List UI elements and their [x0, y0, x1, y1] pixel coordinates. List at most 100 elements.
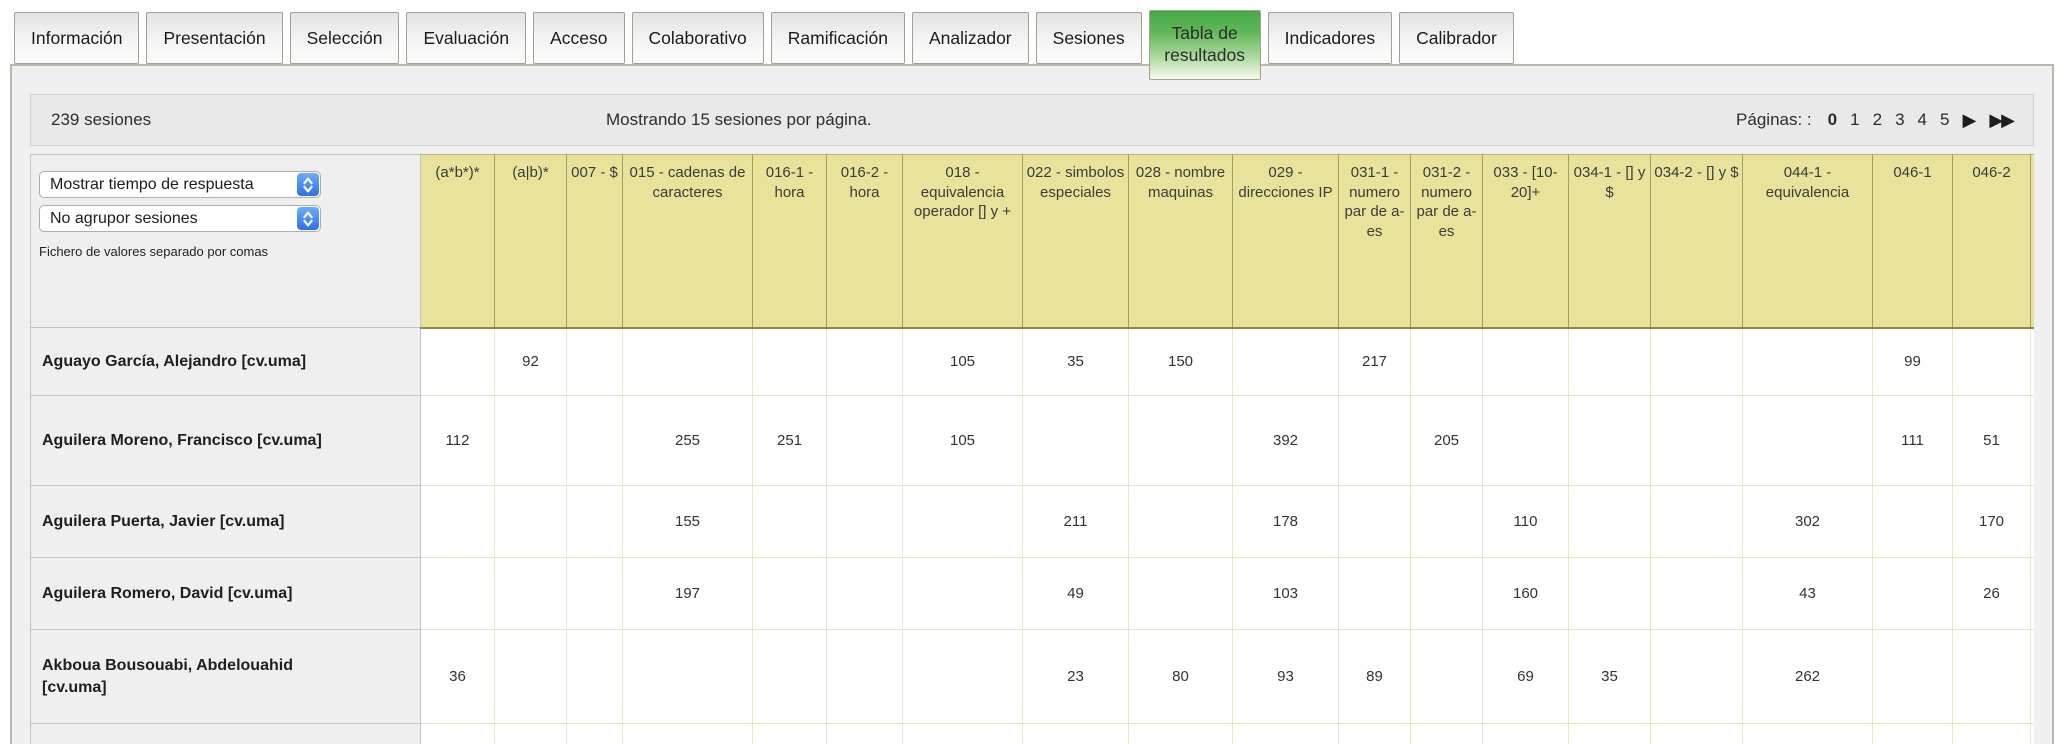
- result-cell: [494, 557, 567, 630]
- result-cell: 36: [420, 629, 495, 724]
- result-cell: [1568, 327, 1651, 396]
- tab-analizador[interactable]: Analizador: [911, 12, 1029, 64]
- result-cell: [1128, 485, 1233, 558]
- result-cell: [420, 557, 495, 630]
- tab-calibrador[interactable]: Calibrador: [1399, 12, 1514, 64]
- result-cell: [420, 327, 495, 396]
- tab-seleccion[interactable]: Selección: [289, 12, 400, 64]
- result-cell: [752, 327, 827, 396]
- page-number-3[interactable]: 3: [1895, 110, 1905, 129]
- select-chevrons-icon: [297, 207, 319, 230]
- page-number-2[interactable]: 2: [1872, 110, 1883, 129]
- table-row: Akboua Bousouabi, Abdelouahid [cv.uma] 36…: [30, 629, 2034, 724]
- result-cell: [1410, 557, 1483, 630]
- table-row: Aguilera Moreno, Francisco [cv.uma] 112 25…: [30, 395, 2034, 486]
- result-cell: [1232, 723, 1339, 744]
- result-cell: [1872, 629, 1953, 724]
- column-header-046-2: 046-2: [1952, 154, 2031, 329]
- result-cell: 69: [1482, 629, 1569, 724]
- result-cell: [1742, 327, 1873, 396]
- tab-presentacion[interactable]: Presentación: [146, 12, 283, 64]
- table-row: Aguayo García, Alejandro [cv.uma] 92 105 35…: [30, 327, 2034, 396]
- result-cell: 99: [1872, 327, 1953, 396]
- result-cell: [2030, 557, 2034, 630]
- result-cell: 211: [1022, 485, 1129, 558]
- last-page-icon[interactable]: ▶▶: [1989, 109, 2015, 130]
- result-cell: [1128, 557, 1233, 630]
- column-header-033-10-20: 033 - [10-20]+: [1482, 154, 1569, 329]
- result-cell: [1232, 327, 1339, 396]
- result-cell: [902, 557, 1023, 630]
- page-number-1[interactable]: 1: [1850, 110, 1860, 129]
- result-cell: 392: [1232, 395, 1339, 486]
- csv-export-link[interactable]: Fichero de valores separado por comas: [39, 244, 269, 259]
- result-cell: [1410, 327, 1483, 396]
- result-cell: [902, 629, 1023, 724]
- result-cell: 35: [1022, 327, 1129, 396]
- result-cell: [1338, 395, 1411, 486]
- session-name: Aguilera Romero, David [cv.uma]: [42, 584, 293, 602]
- column-header-016-1-hora: 016-1 - hora: [752, 154, 827, 329]
- display-mode-select[interactable]: Mostrar tiempo de respuesta: [39, 171, 321, 198]
- results-panel: 239 sesiones Mostrando 15 sesiones por p…: [10, 64, 2054, 744]
- paging-info: Mostrando 15 sesiones por página.: [606, 110, 872, 129]
- next-page-icon[interactable]: ▶: [1962, 109, 1977, 130]
- result-cell: [1410, 485, 1483, 558]
- results-table-wrapper: Mostrar tiempo de respuesta No agrupor s…: [30, 154, 2034, 744]
- result-cell: [1952, 327, 2031, 396]
- result-cell: 105: [902, 327, 1023, 396]
- result-cell: [494, 723, 567, 744]
- result-cell: [826, 485, 903, 558]
- result-cell: 51: [1952, 395, 2031, 486]
- column-header-031-2-numero-par-de-a-es: 031-2 - numero par de a-es: [1410, 154, 1483, 329]
- result-cell: [1952, 629, 2031, 724]
- tab-acceso[interactable]: Acceso: [533, 12, 625, 64]
- grouping-select[interactable]: No agrupor sesiones: [39, 205, 321, 232]
- result-cell: [1742, 395, 1873, 486]
- result-cell: [566, 395, 623, 486]
- session-name-cell: Aguayo García, Alejandro [cv.uma]: [30, 327, 421, 396]
- tab-ramificacion[interactable]: Ramificación: [770, 12, 905, 64]
- result-cell: [1650, 557, 1743, 630]
- result-cell: 155: [622, 485, 753, 558]
- result-cell: [1872, 723, 1953, 744]
- tab-label: Sesiones: [1052, 27, 1125, 48]
- tab-indicadores[interactable]: Indicadores: [1267, 12, 1393, 64]
- column-header-016-2-hora: 016-2 - hora: [826, 154, 903, 329]
- pages-label: Páginas: :: [1736, 110, 1812, 129]
- result-cell: 112: [420, 395, 495, 486]
- tab-evaluacion[interactable]: Evaluación: [406, 12, 527, 64]
- tab-label: Ramificación: [787, 27, 888, 48]
- result-cell: [826, 723, 903, 744]
- tab-bar: Información Presentación Selección Evaluaci…: [0, 0, 2064, 80]
- result-cell: 262: [1742, 629, 1873, 724]
- result-cell: 197: [622, 557, 753, 630]
- result-cell: [1338, 485, 1411, 558]
- tab-label: Presentación: [163, 27, 266, 48]
- result-cell: [2030, 485, 2034, 558]
- result-cell: [1022, 723, 1129, 744]
- page-number-4[interactable]: 4: [1917, 110, 1927, 129]
- session-name: Akboua Bousouabi, Abdelouahid [cv.uma]: [42, 656, 293, 696]
- session-name-cell: Aguilera Moreno, Francisco [cv.uma]: [30, 395, 421, 486]
- tab-label: Colaborativo: [648, 27, 747, 48]
- result-cell: [566, 723, 623, 744]
- column-header-028-nombre-maquinas: 028 - nombre maquinas: [1128, 154, 1233, 329]
- select-chevrons-icon: [297, 173, 319, 196]
- tab-colaborativo[interactable]: Colaborativo: [631, 12, 764, 64]
- result-cell: [1482, 723, 1569, 744]
- tab-sesiones[interactable]: Sesiones: [1035, 12, 1142, 64]
- result-cell: [1482, 327, 1569, 396]
- page-number-0[interactable]: 0: [1827, 110, 1838, 129]
- result-cell: [2030, 327, 2034, 396]
- result-cell: 170: [1952, 485, 2031, 558]
- result-cell: 160: [1482, 557, 1569, 630]
- result-cell: [494, 485, 567, 558]
- tab-informacion[interactable]: Información: [14, 12, 140, 64]
- result-cell: 35: [1568, 629, 1651, 724]
- page-number-5[interactable]: 5: [1940, 110, 1950, 129]
- result-cell: 111: [1872, 395, 1953, 486]
- tab-label: Analizador: [928, 27, 1012, 48]
- tab-tabla-de-resultados[interactable]: Tabla de resultados: [1148, 10, 1261, 80]
